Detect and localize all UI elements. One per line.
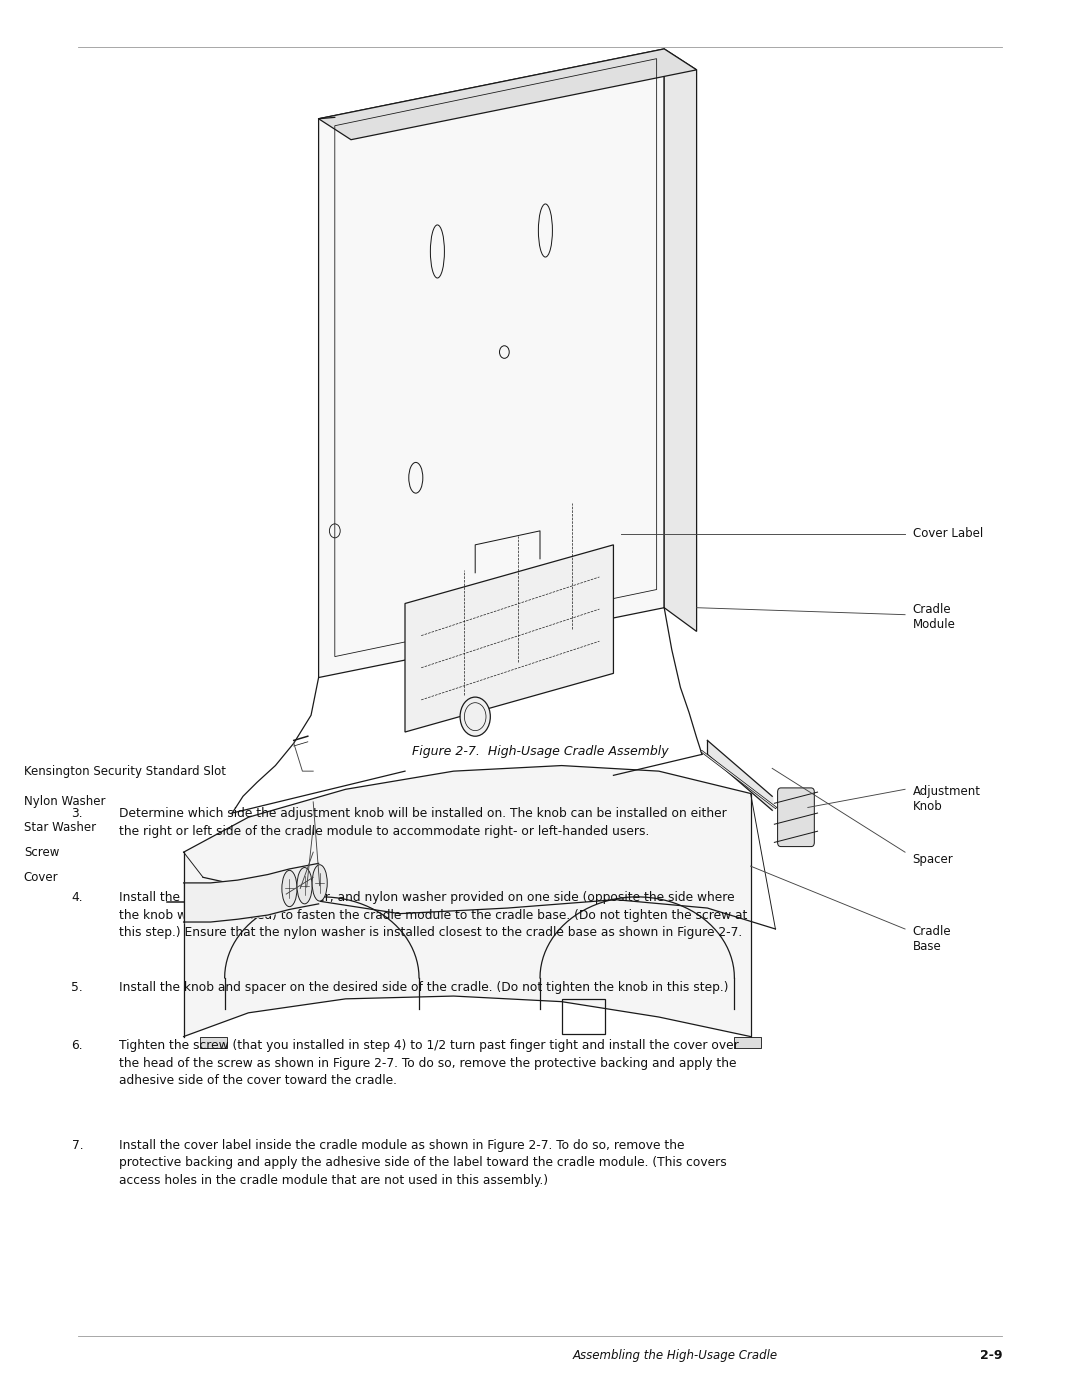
Polygon shape [405, 545, 613, 732]
Text: Install the knob and spacer on the desired side of the cradle. (Do not tighten t: Install the knob and spacer on the desir… [119, 981, 728, 993]
Ellipse shape [297, 868, 312, 904]
Ellipse shape [460, 697, 490, 736]
Text: 3.: 3. [71, 807, 83, 820]
Text: Kensington Security Standard Slot: Kensington Security Standard Slot [24, 764, 226, 778]
Text: Adjustment
Knob: Adjustment Knob [913, 785, 981, 813]
Text: Install the cover label inside the cradle module as shown in Figure 2-7. To do s: Install the cover label inside the cradl… [119, 1139, 727, 1186]
Text: 7.: 7. [71, 1139, 83, 1151]
Text: Cradle
Base: Cradle Base [913, 925, 951, 953]
Text: Star Washer: Star Washer [24, 820, 96, 834]
Text: 4.: 4. [71, 891, 83, 904]
Text: Spacer: Spacer [913, 852, 954, 866]
Text: Cover: Cover [24, 870, 58, 884]
Polygon shape [319, 49, 664, 678]
Text: 6.: 6. [71, 1039, 83, 1052]
Ellipse shape [312, 865, 327, 901]
Text: Install the #10 screw, lock washer, and nylon washer provided on one side (oppos: Install the #10 screw, lock washer, and … [119, 891, 747, 939]
Text: Assembling the High-Usage Cradle: Assembling the High-Usage Cradle [572, 1348, 778, 1362]
Text: Tighten the screw (that you installed in step 4) to 1/2 turn past finger tight a: Tighten the screw (that you installed in… [119, 1039, 739, 1087]
Text: Determine which side the adjustment knob will be installed on. The knob can be i: Determine which side the adjustment knob… [119, 807, 727, 838]
FancyBboxPatch shape [778, 788, 814, 847]
Text: Screw: Screw [24, 845, 59, 859]
Text: Cover Label: Cover Label [913, 527, 983, 541]
Polygon shape [664, 49, 697, 631]
Text: Nylon Washer: Nylon Washer [24, 795, 105, 809]
Text: Figure 2-7.  High-Usage Cradle Assembly: Figure 2-7. High-Usage Cradle Assembly [411, 745, 669, 759]
Polygon shape [319, 49, 697, 140]
Text: Cradle
Module: Cradle Module [913, 604, 956, 631]
Text: 2-9: 2-9 [980, 1348, 1002, 1362]
Text: 5.: 5. [71, 981, 83, 993]
Polygon shape [200, 1037, 227, 1048]
Polygon shape [734, 1037, 761, 1048]
Polygon shape [184, 766, 751, 1037]
Ellipse shape [282, 870, 297, 907]
